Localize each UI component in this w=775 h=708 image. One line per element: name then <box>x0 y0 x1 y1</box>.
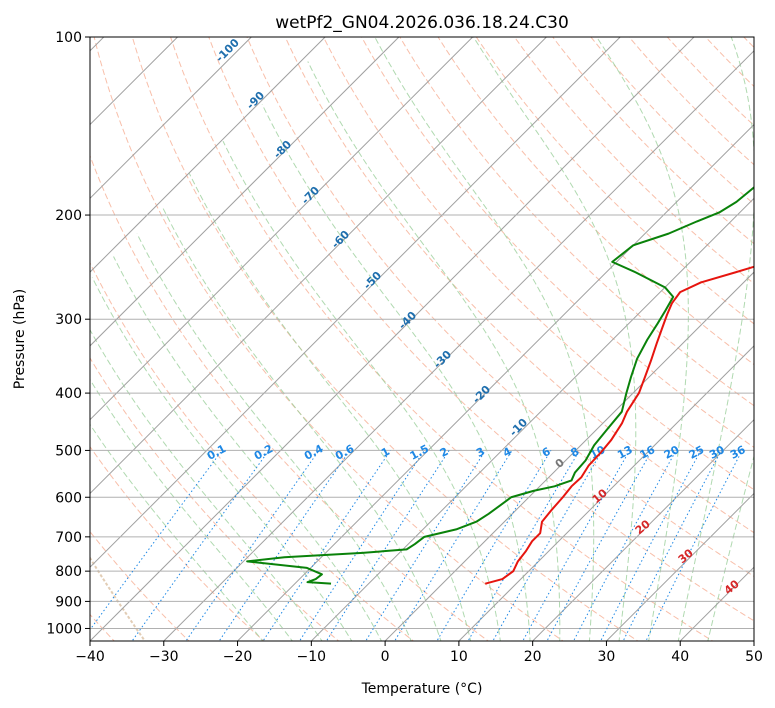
isotherm-line <box>310 197 754 641</box>
moist-adiabat-line <box>374 37 595 641</box>
mixing-ratio-label: 13 <box>615 443 635 462</box>
moist-adiabat-line <box>677 37 754 641</box>
dry-adiabat-line <box>90 154 490 641</box>
y-tick-label: 200 <box>55 208 82 224</box>
background-lines <box>90 37 754 641</box>
isotherm-line <box>163 50 754 641</box>
mixing-ratio-line <box>394 450 513 641</box>
moist-adiabat-line <box>90 423 264 641</box>
y-tick-label: 800 <box>55 564 82 580</box>
x-axis-ticks: −40 −30 −20 −10 0 10 20 30 40 50 <box>75 641 763 665</box>
y-axis-ticks: 100 200 300 400 500 600 700 800 900 1000 <box>46 30 90 637</box>
x-tick-label: −20 <box>223 649 253 665</box>
moist-adiabat-line <box>91 277 353 641</box>
isotherm-line <box>90 37 695 641</box>
mixing-ratio-line <box>218 450 351 641</box>
mixing-ratio-line <box>546 450 653 641</box>
y-tick-label: 100 <box>55 30 82 46</box>
x-tick-label: 50 <box>745 649 763 665</box>
y-tick-label: 400 <box>55 386 82 402</box>
x-axis-label: Temperature (°C) <box>361 681 483 697</box>
mixing-ratio-line <box>185 450 320 641</box>
moist-adiabat-line <box>596 37 689 641</box>
isotherm-line <box>90 37 326 273</box>
mixing-ratio-line <box>262 450 391 641</box>
mixing-ratio-line <box>298 450 425 641</box>
mixing-ratio-line <box>467 450 580 641</box>
x-tick-label: 0 <box>381 649 390 665</box>
moist-adiabat-line <box>90 328 323 641</box>
isotherm-line <box>90 37 474 421</box>
mixing-ratio-label: 20 <box>662 443 682 462</box>
dry-adiabat-line <box>475 37 754 325</box>
mixing-ratio-line <box>365 450 486 641</box>
mixing-ratio-line <box>90 450 223 631</box>
dewpoint-line <box>246 186 754 585</box>
isotherm-line <box>532 418 754 641</box>
dry-adiabat-line <box>399 37 754 407</box>
x-tick-label: 40 <box>671 649 689 665</box>
moist-adiabat-line <box>162 208 442 641</box>
chart-title: wetPf2_GN04.2026.036.18.24.C30 <box>275 13 569 33</box>
plot-frame <box>89 36 755 642</box>
isotherm-line <box>458 345 754 641</box>
isotherm-line <box>606 492 754 641</box>
x-tick-label: 20 <box>524 649 542 665</box>
isotherm-line <box>384 271 754 641</box>
moist-adiabat-line <box>473 37 637 641</box>
moist-adiabat-line <box>188 173 472 641</box>
dry-adiabat-line <box>170 37 714 641</box>
mixing-ratio-label: 16 <box>638 443 658 462</box>
mixing-ratio-label: 25 <box>687 443 707 462</box>
dry-adiabat-line <box>284 37 754 534</box>
moist-adiabat-line <box>222 140 501 641</box>
mixing-ratio-line <box>572 450 677 641</box>
y-axis-label: Pressure (hPa) <box>12 289 28 389</box>
moist-adiabat-line <box>261 104 531 641</box>
dry-adiabat-line <box>246 37 754 577</box>
mixing-ratio-line <box>325 450 450 641</box>
x-tick-label: −30 <box>149 649 179 665</box>
profile-lines <box>246 186 754 585</box>
dry-adiabat-line <box>361 37 754 449</box>
x-tick-label: 30 <box>598 649 616 665</box>
temperature-line <box>484 265 754 585</box>
x-tick-label: 10 <box>450 649 468 665</box>
x-tick-label: −40 <box>75 649 105 665</box>
isotherm-line <box>90 37 252 200</box>
plot-area <box>90 37 754 641</box>
moist-adiabat-line <box>113 256 382 641</box>
mixing-ratio-label: 36 <box>728 443 748 462</box>
y-tick-label: 900 <box>55 594 82 610</box>
mixing-ratio-label: 30 <box>707 443 727 462</box>
y-tick-label: 500 <box>55 443 82 459</box>
isotherm-line <box>90 37 400 347</box>
y-tick-label: 300 <box>55 312 82 328</box>
moist-adiabat-line <box>136 233 412 641</box>
dry-adiabat-line <box>208 37 754 622</box>
x-tick-label: −10 <box>297 649 327 665</box>
mixing-ratio-line <box>131 450 270 641</box>
isotherm-line <box>90 37 547 495</box>
y-tick-label: 600 <box>55 490 82 506</box>
mixing-ratio-line <box>622 450 722 641</box>
y-tick-label: 1000 <box>46 621 82 637</box>
dry-adiabat-line <box>322 37 754 491</box>
y-tick-label: 700 <box>55 530 82 546</box>
isotherm-line <box>90 37 621 568</box>
isotherm-line <box>237 123 754 641</box>
mixing-ratio-line <box>600 450 702 641</box>
